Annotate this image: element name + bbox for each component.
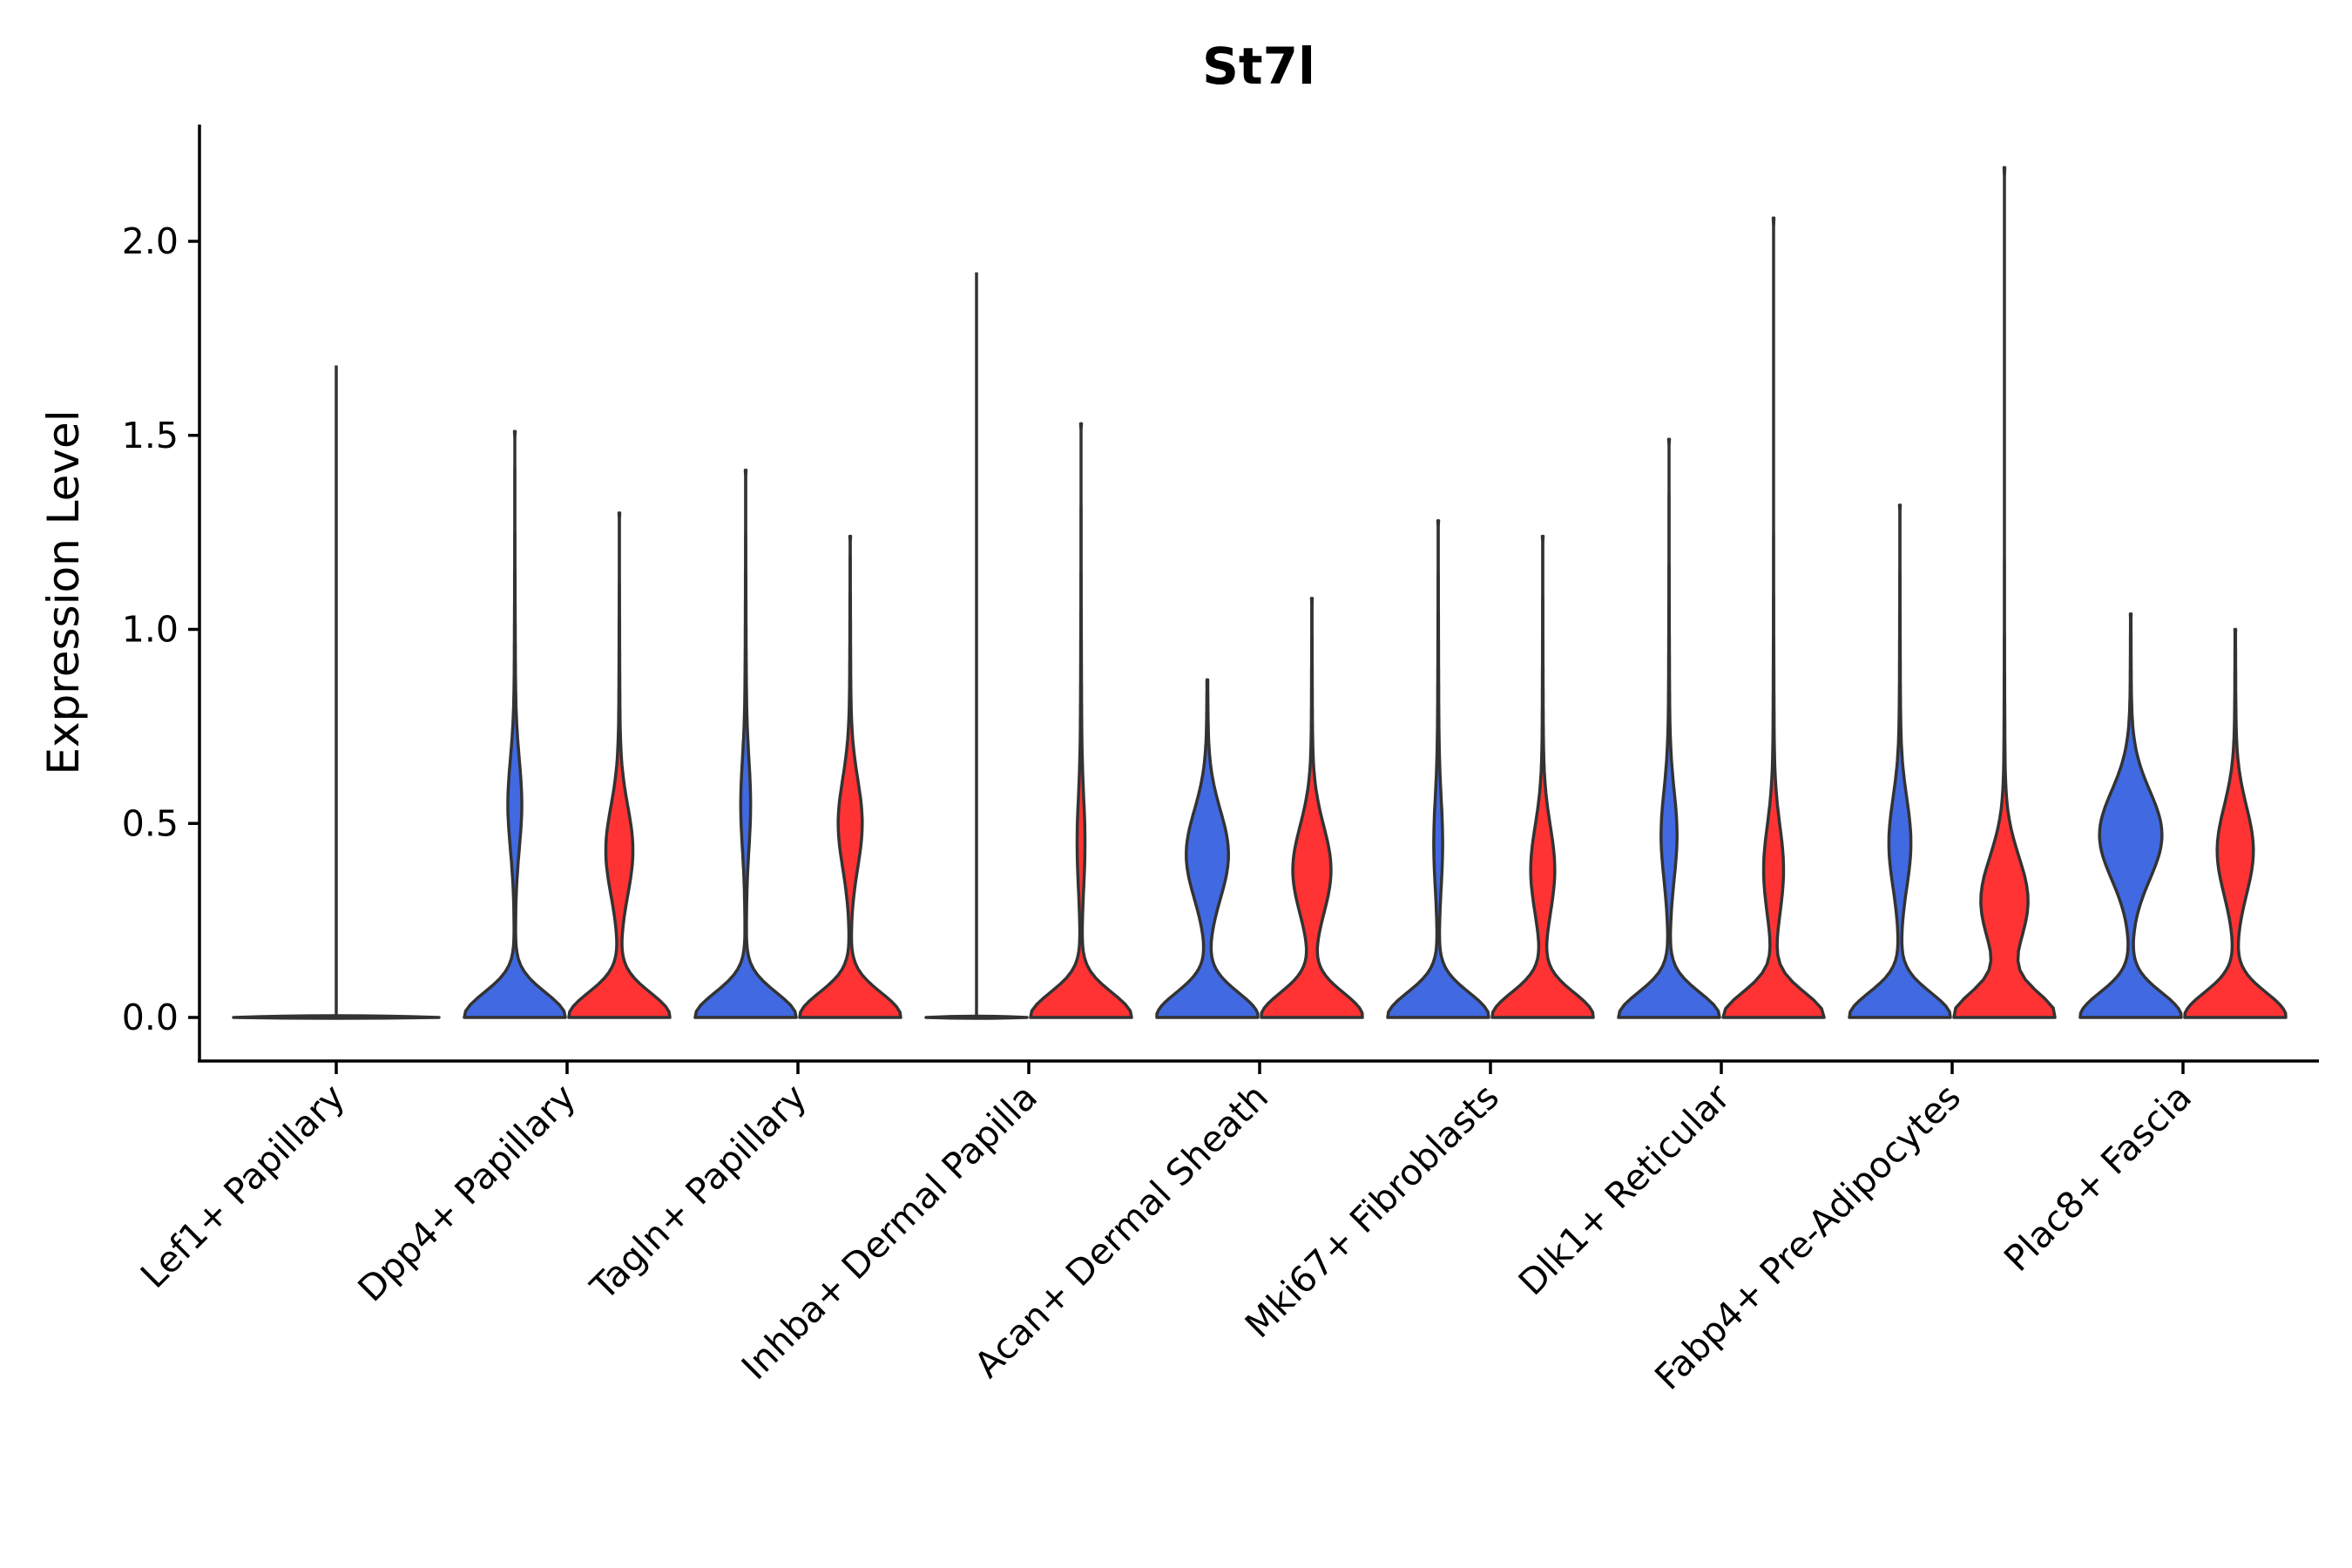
x-tick-label: Tagln+ Papillary xyxy=(582,1076,814,1308)
y-tick-label: 1.5 xyxy=(122,415,179,456)
violin-5-condition-2 xyxy=(1260,597,1364,1019)
violin-9-condition-1 xyxy=(2078,612,2183,1019)
x-tick-label: Plac8+ Fascia xyxy=(1996,1076,2200,1280)
violin-7-condition-2 xyxy=(1721,216,1826,1019)
violin-3-condition-2 xyxy=(798,534,902,1019)
violins-group xyxy=(232,166,2288,1020)
violin-6-condition-1 xyxy=(1386,519,1490,1019)
violin-5-condition-1 xyxy=(1155,678,1260,1019)
violin-2-condition-2 xyxy=(567,511,672,1019)
y-ticks-group: 0.0 0.5 1.0 1.5 2.0 xyxy=(122,220,199,1038)
y-tick-label: 0.5 xyxy=(122,802,179,844)
x-tick-label: Lef1+ Papillary xyxy=(132,1076,353,1296)
violin-3-condition-1 xyxy=(693,469,798,1019)
violin-8-condition-2 xyxy=(1952,166,2057,1019)
violin-6-condition-2 xyxy=(1490,534,1595,1019)
y-axis-label: Expression Level xyxy=(38,409,89,774)
violin-4-condition-2 xyxy=(1029,422,1133,1019)
y-tick-label: 0.0 xyxy=(122,997,179,1038)
y-tick-label: 1.0 xyxy=(122,609,179,651)
x-tick-label: Mki67+ Fibroblasts xyxy=(1237,1076,1507,1346)
chart-title: St7l xyxy=(1202,37,1315,96)
violin-2-condition-1 xyxy=(463,429,567,1019)
violin-9-condition-2 xyxy=(2183,627,2288,1019)
x-tick-label: Dlk1+ Reticular xyxy=(1511,1076,1738,1303)
y-tick-label: 2.0 xyxy=(122,220,179,262)
violin-8-condition-1 xyxy=(1848,504,1952,1019)
violin-7-condition-1 xyxy=(1617,437,1721,1019)
x-tick-label: Dpp4+ Papillary xyxy=(350,1076,584,1309)
